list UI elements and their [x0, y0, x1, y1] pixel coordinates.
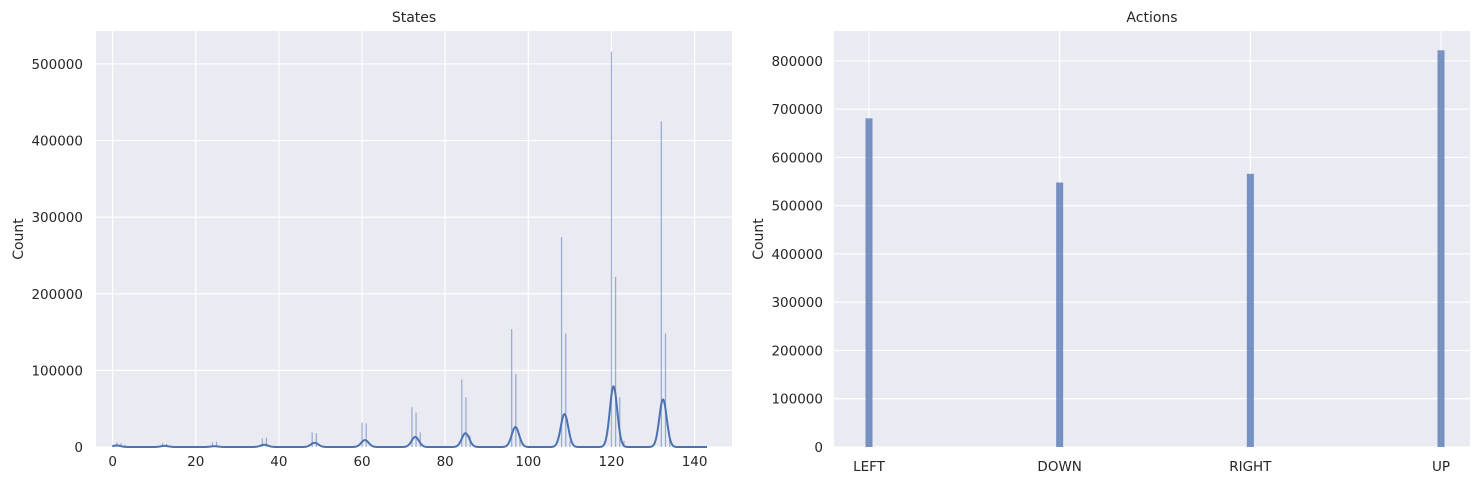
actions-y-tick-label: 600000	[771, 150, 823, 166]
states-histogram-bar	[565, 333, 567, 447]
states-histogram-bar	[615, 276, 617, 447]
actions-y-tick-label: 200000	[771, 343, 823, 359]
actions-x-tick-label: DOWN	[1037, 459, 1081, 475]
states-histogram-bar	[569, 440, 571, 447]
states-histogram-bar	[669, 439, 671, 447]
states-chart-title: States	[392, 10, 436, 26]
states-y-tick-label: 500000	[31, 57, 83, 73]
actions-y-tick-label: 500000	[771, 199, 823, 215]
states-y-tick-label: 300000	[31, 210, 83, 226]
actions-y-tick-label: 300000	[771, 295, 823, 311]
states-x-tick-label: 120	[599, 454, 625, 470]
actions-chart-title: Actions	[1126, 10, 1177, 26]
states-histogram-bar	[261, 438, 263, 447]
states-x-tick-label: 60	[353, 454, 370, 470]
states-x-tick-label: 20	[187, 454, 204, 470]
actions-y-axis-label: Count	[751, 218, 767, 260]
states-histogram-bar	[419, 432, 421, 447]
states-y-tick-label: 200000	[31, 287, 83, 303]
states-histogram-bar	[365, 423, 367, 447]
states-histogram-bar	[265, 437, 268, 447]
states-histogram-axes: 0 20 40 60 80 100 120 140 0 100000 200000 300000 400…	[11, 10, 732, 470]
states-histogram-bar	[411, 407, 413, 447]
states-x-tick-label: 140	[682, 454, 708, 470]
states-histogram-bar	[664, 333, 667, 447]
states-histogram-bar	[610, 51, 613, 447]
states-histogram-bar	[120, 443, 122, 447]
states-histogram-bar	[519, 439, 521, 447]
states-histogram-bar	[215, 441, 218, 447]
states-histogram-bar	[311, 432, 313, 447]
states-histogram-bar	[415, 412, 417, 447]
actions-y-tick-label: 0	[814, 440, 823, 456]
states-kde	[112, 385, 708, 448]
states-histogram-bar	[660, 121, 662, 447]
states-x-tick-label: 80	[437, 454, 454, 470]
states-histogram-bar	[515, 374, 517, 447]
actions-y-tick-label: 800000	[771, 54, 823, 70]
states-y-axis-label: Count	[11, 218, 27, 260]
actions-ticks: LEFT DOWN RIGHT UP 0 100000 200000 300000 400000…	[771, 54, 1450, 475]
states-x-tick-label: 40	[270, 454, 287, 470]
actions-bar-left	[865, 118, 873, 448]
actions-y-tick-label: 100000	[771, 392, 823, 408]
states-histogram-bar	[124, 444, 126, 447]
states-ticks: 0 20 40 60 80 100 120 140 0 100000 200000 300000 400…	[31, 57, 707, 470]
states-x-tick-label: 0	[108, 454, 117, 470]
actions-x-tick-label: LEFT	[853, 459, 886, 475]
states-histogram-bar	[461, 379, 463, 447]
actions-x-tick-label: UP	[1432, 459, 1450, 475]
actions-bar-up	[1437, 50, 1445, 447]
states-histogram-bar	[465, 397, 467, 447]
actions-y-tick-label: 400000	[771, 247, 823, 263]
states-histogram-bar	[211, 442, 213, 447]
states-histogram-bar	[511, 329, 513, 447]
states-histogram-bar	[623, 440, 625, 447]
actions-y-tick-label: 700000	[771, 102, 823, 118]
actions-x-tick-label: RIGHT	[1229, 459, 1272, 475]
states-histogram-bar	[361, 422, 363, 447]
actions-plot-area	[834, 31, 1470, 447]
states-plot-area	[96, 31, 732, 447]
states-y-tick-label: 0	[74, 440, 83, 456]
states-y-tick-label: 100000	[31, 363, 83, 379]
actions-bars	[865, 50, 1445, 448]
states-histogram-bar	[560, 237, 563, 447]
states-kde-line	[112, 385, 708, 448]
actions-bar-down	[1056, 182, 1064, 448]
states-x-tick-label: 100	[515, 454, 541, 470]
actions-bar-axes: LEFT DOWN RIGHT UP 0 100000 200000 300000 400000…	[751, 10, 1470, 475]
states-histogram-bar	[619, 397, 621, 447]
states-histogram-bar	[315, 433, 317, 447]
states-y-tick-label: 400000	[31, 134, 83, 150]
states-bars	[112, 51, 671, 447]
actions-bar-right	[1246, 173, 1254, 447]
states-grid	[96, 31, 732, 448]
